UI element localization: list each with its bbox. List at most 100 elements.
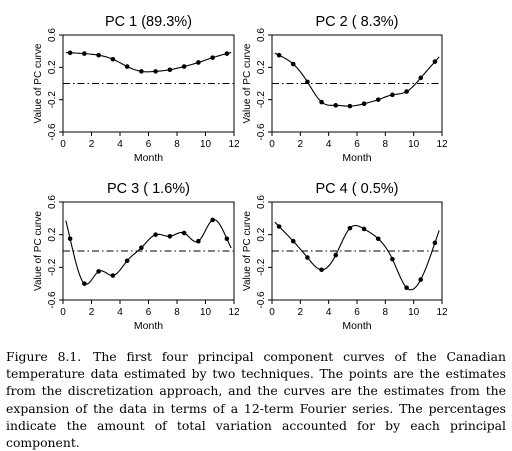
y-axis-label: Value of PC curve — [242, 43, 253, 123]
discretization-point — [432, 240, 438, 246]
x-tick-label: 2 — [298, 139, 304, 150]
discretization-point — [96, 52, 101, 58]
x-tick-label: 8 — [174, 139, 180, 150]
discretization-point — [333, 252, 339, 258]
x-tick-label: 2 — [298, 307, 304, 318]
discretization-point — [167, 234, 173, 239]
discretization-point — [139, 69, 144, 74]
x-tick-label: 12 — [228, 139, 240, 150]
y-tick-label: -0.6 — [256, 291, 267, 309]
x-tick-label: 2 — [89, 139, 95, 150]
discretization-point — [390, 256, 395, 262]
y-tick-label: 0.6 — [256, 195, 267, 209]
discretization-point — [110, 273, 116, 278]
x-tick-label: 0 — [60, 307, 66, 318]
discretization-point — [96, 269, 101, 274]
discretization-point — [276, 224, 282, 229]
discretization-point — [110, 56, 116, 62]
discretization-point — [347, 103, 353, 109]
chart-panel-4: PC 4 ( 0.5%) 0 2 4 6 8 10 12 Month -0.6 -0.2 0.2 0.6… — [242, 181, 448, 332]
chart-title: PC 4 ( 0.5%) — [316, 181, 399, 197]
discretization-point — [181, 230, 187, 236]
x-tick-label: 4 — [326, 139, 332, 150]
discretization-point — [290, 238, 296, 244]
discretization-point — [418, 75, 424, 81]
discretization-point — [375, 236, 381, 242]
y-tick-label: -0.6 — [256, 123, 267, 141]
x-tick-label: 12 — [436, 139, 448, 150]
discretization-point — [153, 232, 158, 237]
y-tick-label: -0.6 — [47, 291, 58, 309]
discretization-point — [418, 277, 424, 282]
discretization-point — [224, 51, 230, 56]
discretization-point — [139, 245, 144, 251]
chart-title: PC 1 (89.3%) — [105, 14, 192, 30]
discretization-point — [361, 101, 367, 107]
x-tick-label: 0 — [269, 307, 275, 318]
figure-caption: Figure 8.1. The first four principal com… — [6, 348, 506, 451]
discretization-point — [210, 217, 215, 223]
x-tick-label: 6 — [354, 139, 360, 150]
discretization-point — [210, 55, 215, 60]
discretization-point — [67, 236, 73, 242]
discretization-point — [276, 52, 282, 58]
y-axis-label: Value of PC curve — [242, 211, 253, 291]
x-tick-label: 4 — [326, 307, 332, 318]
discretization-point — [390, 92, 395, 98]
x-tick-label: 4 — [117, 139, 123, 150]
discretization-point — [305, 255, 310, 260]
x-tick-label: 10 — [408, 307, 420, 318]
x-tick-label: 8 — [383, 307, 389, 318]
discretization-point — [153, 69, 158, 74]
x-axis-label: Month — [342, 320, 371, 332]
x-tick-label: 8 — [174, 307, 180, 318]
y-tick-label: -0.2 — [47, 91, 58, 109]
discretization-point — [432, 59, 438, 64]
x-tick-label: 0 — [60, 139, 66, 150]
discretization-point — [305, 79, 310, 85]
discretization-point — [181, 64, 187, 69]
x-tick-label: 6 — [146, 139, 152, 150]
figure: PC 1 (89.3%) 0 2 4 6 8 10 12 Month -0.6 -0.2 0.2 0.6… — [33, 14, 448, 332]
x-tick-label: 6 — [354, 307, 360, 318]
x-axis-label: Month — [134, 152, 163, 164]
x-tick-label: 10 — [408, 139, 420, 150]
y-tick-label: -0.2 — [256, 91, 267, 109]
y-tick-label: 0.2 — [256, 60, 267, 74]
x-tick-label: 8 — [383, 139, 389, 150]
chart-panel-3: PC 3 ( 1.6%) 0 2 4 6 8 10 12 Month -0.6 -0.2 0.2 0.6… — [33, 181, 240, 332]
y-tick-label: 0.6 — [47, 28, 58, 42]
y-tick-label: 0.6 — [256, 28, 267, 42]
discretization-point — [404, 89, 409, 94]
caption-label: Figure 8.1. — [6, 349, 82, 364]
x-tick-label: 10 — [200, 307, 212, 318]
discretization-point — [347, 225, 353, 231]
chart-panel-2: PC 2 ( 8.3%) 0 2 4 6 8 10 12 Month -0.6 -0.2 0.2 0.6… — [242, 14, 448, 164]
x-tick-label: 12 — [228, 307, 240, 318]
x-axis-label: Month — [342, 152, 371, 164]
discretization-point — [224, 236, 230, 242]
chart-panel-1: PC 1 (89.3%) 0 2 4 6 8 10 12 Month -0.6 -0.2 0.2 0.6… — [33, 14, 240, 164]
discretization-point — [196, 60, 201, 65]
y-tick-label: 0.6 — [47, 195, 58, 209]
discretization-point — [196, 238, 201, 244]
discretization-point — [67, 50, 73, 56]
chart-svg: PC 1 (89.3%) 0 2 4 6 8 10 12 Month -0.6 -0.2 0.2 0.6… — [33, 14, 448, 332]
y-tick-label: -0.2 — [47, 258, 58, 276]
chart-title: PC 2 ( 8.3%) — [316, 14, 399, 30]
y-tick-label: -0.6 — [47, 123, 58, 141]
y-tick-label: 0.2 — [47, 227, 58, 241]
discretization-point — [319, 99, 324, 105]
discretization-point — [124, 64, 130, 69]
y-axis-label: Value of PC curve — [33, 43, 44, 123]
y-tick-label: 0.2 — [256, 227, 267, 241]
discretization-point — [361, 226, 367, 232]
y-tick-label: 0.2 — [47, 60, 58, 74]
x-tick-label: 12 — [436, 307, 448, 318]
discretization-point — [167, 67, 173, 73]
caption-text: The first four principal component curve… — [6, 349, 506, 451]
x-tick-label: 4 — [117, 307, 123, 318]
discretization-point — [319, 267, 324, 273]
y-axis-label: Value of PC curve — [33, 211, 44, 291]
x-tick-label: 0 — [269, 139, 275, 150]
